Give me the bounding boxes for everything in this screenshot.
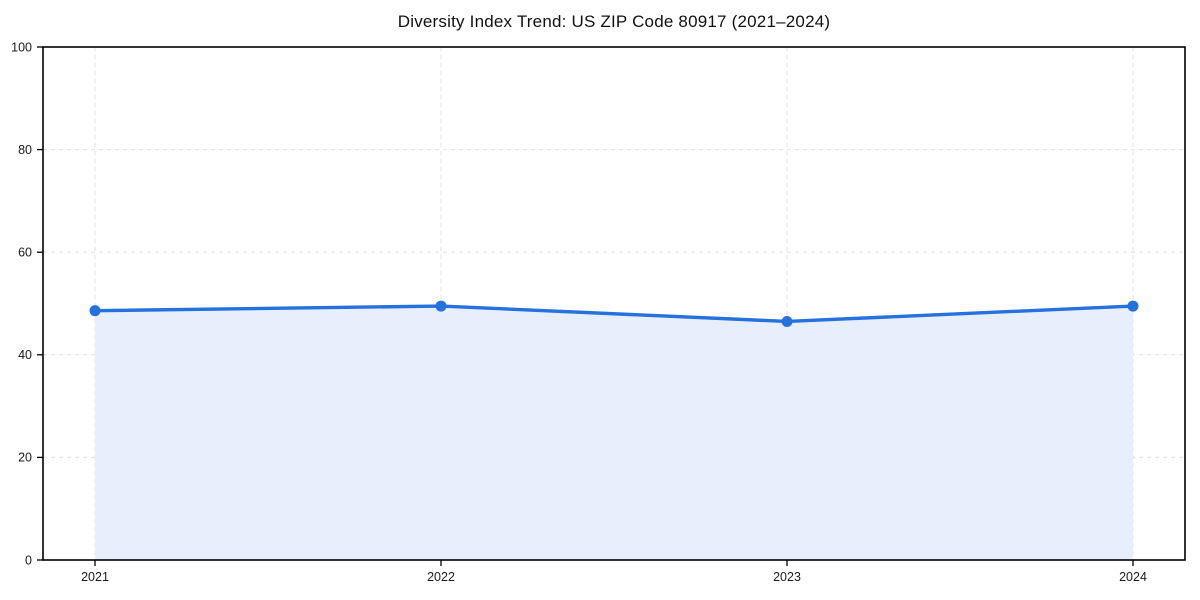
y-tick-label: 60 [18, 245, 32, 259]
x-tick-label: 2023 [773, 570, 801, 584]
x-tick-label: 2022 [427, 570, 455, 584]
trend-line [93, 304, 1135, 324]
data-point [1127, 300, 1139, 312]
chart-title: Diversity Index Trend: US ZIP Code 80917… [397, 12, 831, 31]
y-tick-label: 0 [25, 553, 32, 567]
y-tick-label: 100 [11, 40, 32, 54]
y-tick-label: 40 [18, 348, 32, 362]
y-tick-label: 80 [18, 143, 32, 157]
data-point [89, 305, 101, 317]
plot-border [42, 46, 1186, 561]
data-point [781, 315, 793, 327]
x-tick-label: 2021 [81, 570, 109, 584]
data-point [435, 300, 447, 312]
area-fill [95, 306, 1133, 560]
x-tick-label: 2024 [1119, 570, 1147, 584]
y-tick-label: 20 [18, 451, 32, 465]
